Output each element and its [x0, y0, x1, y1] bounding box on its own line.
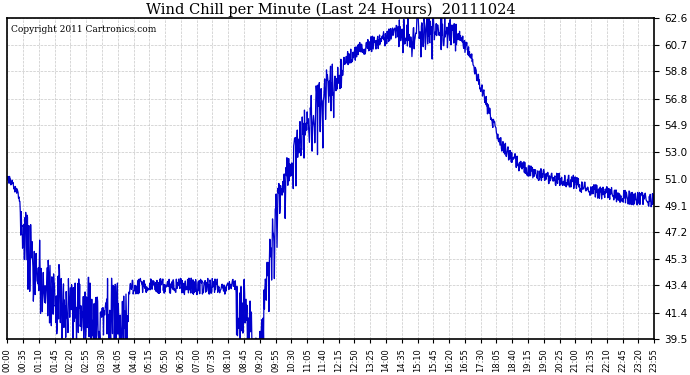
Text: Copyright 2011 Cartronics.com: Copyright 2011 Cartronics.com [10, 25, 156, 34]
Title: Wind Chill per Minute (Last 24 Hours)  20111024: Wind Chill per Minute (Last 24 Hours) 20… [146, 3, 515, 17]
